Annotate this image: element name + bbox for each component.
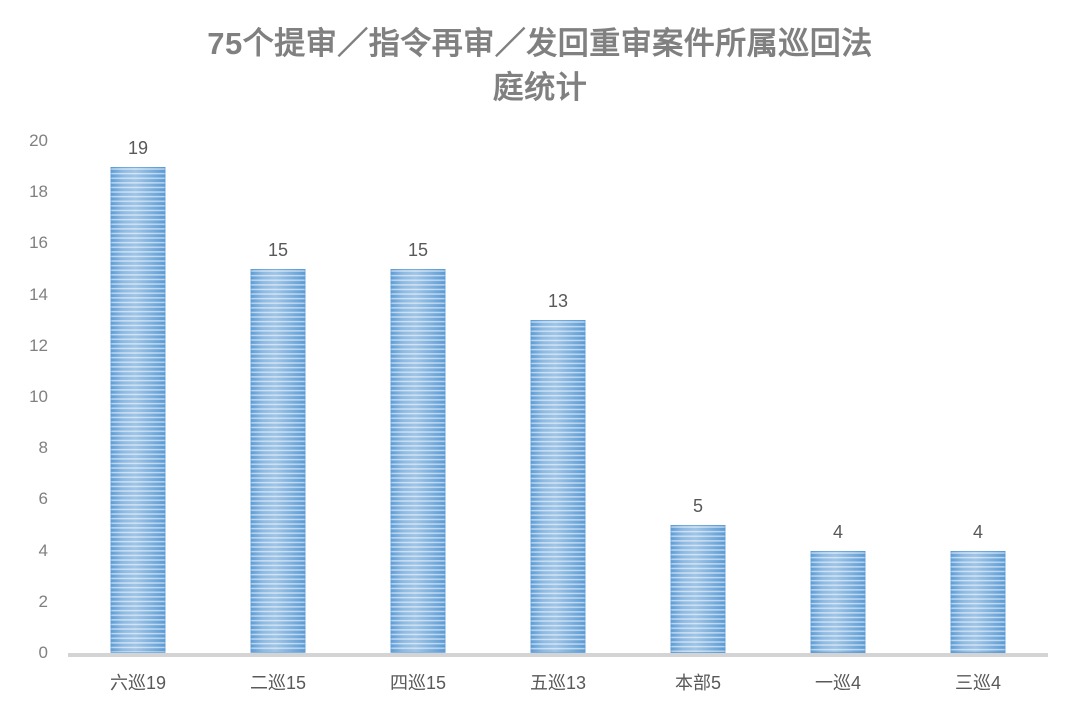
bar-value-label: 4 [832, 521, 844, 542]
y-tick-label: 12 [29, 335, 48, 355]
x-tick-label: 四巡15 [389, 673, 447, 693]
bar-value-label: 4 [972, 521, 984, 542]
x-axis-line [68, 653, 1048, 657]
y-tick-label: 8 [38, 438, 48, 458]
bar-value-label: 13 [547, 291, 569, 312]
chart-title-line-2: 庭统计 [492, 70, 588, 105]
x-tick-label: 六巡19 [109, 673, 167, 693]
y-tick-label: 16 [29, 233, 48, 253]
bar-group: 5 [628, 141, 768, 653]
bar-value-label: 15 [407, 240, 429, 260]
bar-value-label: 15 [267, 240, 289, 260]
bar[interactable] [810, 550, 866, 653]
x-axis: 六巡19 二巡15 四巡15 五巡13 本部5 一巡4 三巡4 [68, 663, 1048, 703]
plot-area: 19 15 15 13 5 4 4 [68, 137, 1048, 653]
x-tick-label: 五巡13 [529, 673, 587, 693]
y-axis: 0 2 4 6 8 10 12 14 16 18 20 [0, 131, 60, 662]
chart-title-line-1: 75个提审／指令再审／发回重审案件所属巡回法 [207, 26, 873, 61]
bar[interactable] [950, 550, 1006, 653]
bar-group: 4 [908, 141, 1048, 653]
y-tick-label: 20 [29, 131, 48, 150]
y-tick-label: 10 [29, 387, 48, 406]
x-tick-label: 本部5 [674, 673, 721, 693]
bar[interactable] [110, 166, 166, 653]
bar[interactable] [390, 269, 446, 653]
x-tick-label: 三巡4 [954, 673, 1001, 693]
bar-value-label: 19 [127, 137, 149, 158]
x-tick-label: 一巡4 [814, 673, 861, 693]
x-tick-label: 二巡15 [249, 673, 307, 693]
bar[interactable] [530, 320, 586, 653]
bar-group: 13 [488, 141, 628, 653]
chart-title: 75个提审／指令再审／发回重审案件所属巡回法 庭统计 [120, 22, 960, 110]
y-tick-label: 18 [29, 182, 48, 202]
y-tick-label: 14 [29, 284, 48, 304]
bar-group: 19 [68, 137, 208, 653]
y-tick-label: 0 [38, 643, 48, 662]
y-tick-label: 2 [38, 591, 48, 611]
bar-group: 15 [348, 141, 488, 653]
bar-value-label: 5 [692, 496, 704, 516]
y-tick-label: 6 [38, 489, 48, 509]
bar-group: 15 [208, 141, 348, 653]
y-tick-label: 4 [38, 540, 48, 560]
bar[interactable] [670, 525, 726, 653]
bar-group: 4 [768, 141, 908, 653]
bar[interactable] [250, 269, 306, 653]
